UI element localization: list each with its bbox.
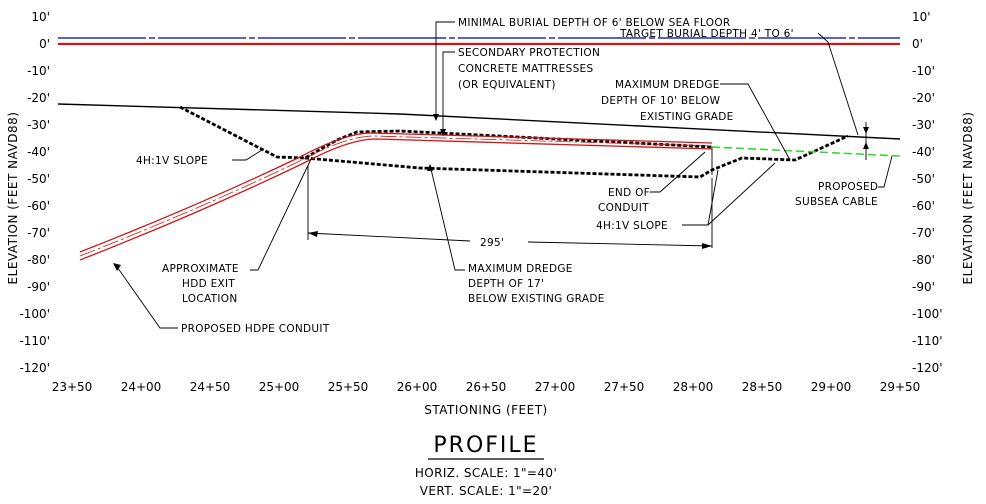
secondary-protection-line-2: CONCRETE MATTRESSES xyxy=(458,63,593,75)
subsea-cable-line-1: PROPOSED xyxy=(818,181,878,193)
y-tick-right: -50' xyxy=(912,172,935,186)
y-tick-left: 0' xyxy=(39,37,50,51)
y-tick-right: -70' xyxy=(912,226,935,240)
x-tick: 27+50 xyxy=(604,380,645,394)
max-dredge-10-line-3: EXISTING GRADE xyxy=(640,111,734,123)
y-tick-left: 10' xyxy=(31,10,50,24)
end-of-conduit-line-2: CONDUIT xyxy=(598,202,649,214)
y-tick-left: -90' xyxy=(27,280,50,294)
x-tick: 25+00 xyxy=(259,380,300,394)
y-tick-right: -120' xyxy=(912,361,943,375)
y-tick-left: -80' xyxy=(27,253,50,267)
max-dredge-17-line-2: DEPTH OF 17' xyxy=(468,278,544,290)
x-tick: 29+00 xyxy=(811,380,852,394)
x-tick: 23+50 xyxy=(52,380,93,394)
profile-title: PROFILE xyxy=(433,433,538,458)
hdd-exit-line-2: HDD EXIT xyxy=(182,278,235,290)
y-tick-right: 10' xyxy=(912,10,931,24)
y-axis-title-left: ELEVATION (FEET NAVD88) xyxy=(6,112,20,285)
annotation-slope-left: 4H:1V SLOPE xyxy=(136,149,263,167)
y-tick-left: -50' xyxy=(27,172,50,186)
y-tick-labels-right: 10' 0' -10' -20' -30' -40' -50' -60' -70… xyxy=(912,10,943,375)
annotation-secondary-protection: SECONDARY PROTECTION CONCRETE MATTRESSES… xyxy=(440,47,600,136)
y-tick-right: -20' xyxy=(912,91,935,105)
secondary-protection-line-3: (OR EQUIVALENT) xyxy=(458,79,556,91)
y-tick-right: -100' xyxy=(912,307,943,321)
annotation-proposed-hdpe: PROPOSED HDPE CONDUIT xyxy=(113,263,330,335)
max-dredge-17-line-3: BELOW EXISTING GRADE xyxy=(468,293,605,305)
dimension-295-label: 295' xyxy=(480,237,504,249)
y-tick-right: -110' xyxy=(912,334,943,348)
x-tick: 26+50 xyxy=(466,380,507,394)
hdpe-conduit-upper xyxy=(79,132,713,253)
hdpe-conduit-centerline xyxy=(79,135,713,257)
target-burial-label: TARGET BURIAL DEPTH 4' TO 6' xyxy=(619,28,794,40)
max-dredge-10-line-2: DEPTH OF 10' BELOW xyxy=(601,95,721,107)
max-dredge-10-line-1: MAXIMUM DREDGE xyxy=(615,79,720,91)
y-tick-left: -10' xyxy=(27,64,50,78)
annotation-target-burial: TARGET BURIAL DEPTH 4' TO 6' xyxy=(619,28,869,160)
slope-right-label: 4H:1V SLOPE xyxy=(596,220,668,232)
x-tick: 28+50 xyxy=(742,380,783,394)
annotation-max-dredge-17: MAXIMUM DREDGE DEPTH OF 17' BELOW EXISTI… xyxy=(427,164,605,305)
y-tick-left: -120' xyxy=(19,361,50,375)
y-tick-left: -30' xyxy=(27,118,50,132)
y-tick-right: -10' xyxy=(912,64,935,78)
proposed-subsea-cable-line xyxy=(711,146,901,157)
minimal-burial-label: MINIMAL BURIAL DEPTH OF 6' BELOW SEA FLO… xyxy=(458,17,731,29)
proposed-hdpe-label: PROPOSED HDPE CONDUIT xyxy=(181,323,330,335)
annotation-hdd-exit: APPROXIMATE HDD EXIT LOCATION xyxy=(162,156,313,305)
annotation-slope-right: 4H:1V SLOPE xyxy=(596,162,776,232)
slope-left-label: 4H:1V SLOPE xyxy=(136,155,208,167)
hdd-exit-line-3: LOCATION xyxy=(182,293,237,305)
y-tick-left: -20' xyxy=(27,91,50,105)
dredge-prism-top-outline xyxy=(179,105,713,160)
x-tick: 27+00 xyxy=(535,380,576,394)
y-tick-left: -100' xyxy=(19,307,50,321)
end-of-conduit-line-1: END OF xyxy=(608,187,650,199)
y-tick-right: -60' xyxy=(912,199,935,213)
hdd-exit-line-1: APPROXIMATE xyxy=(162,263,239,275)
y-tick-right: 0' xyxy=(912,37,923,51)
y-tick-left: -40' xyxy=(27,145,50,159)
hdpe-conduit-lower xyxy=(79,138,713,261)
max-dredge-17-line-1: MAXIMUM DREDGE xyxy=(468,263,573,275)
y-tick-left: -110' xyxy=(19,334,50,348)
x-tick-labels: 23+50 24+00 24+50 25+00 25+50 26+00 26+5… xyxy=(52,380,921,394)
horizontal-scale: HORIZ. SCALE: 1"=40' xyxy=(415,466,557,480)
y-tick-left: -70' xyxy=(27,226,50,240)
annotation-minimal-burial: MINIMAL BURIAL DEPTH OF 6' BELOW SEA FLO… xyxy=(433,17,731,121)
subsea-cable-line-2: SUBSEA CABLE xyxy=(795,196,878,208)
x-tick: 24+50 xyxy=(190,380,231,394)
y-tick-left: -60' xyxy=(27,199,50,213)
x-tick: 24+00 xyxy=(121,380,162,394)
x-tick: 26+00 xyxy=(397,380,438,394)
y-tick-right: -90' xyxy=(912,280,935,294)
y-tick-right: -40' xyxy=(912,145,935,159)
annotation-proposed-subsea-cable: PROPOSED SUBSEA CABLE xyxy=(795,155,893,208)
vertical-scale: VERT. SCALE: 1"=20' xyxy=(420,484,553,498)
y-axis-title-right: ELEVATION (FEET NAVD88) xyxy=(961,112,975,285)
y-tick-labels-left: 10' 0' -10' -20' -30' -40' -50' -60' -70… xyxy=(19,10,50,375)
x-tick: 28+00 xyxy=(673,380,714,394)
x-tick: 29+50 xyxy=(880,380,921,394)
y-tick-right: -30' xyxy=(912,118,935,132)
dimension-295: 295' xyxy=(307,165,713,249)
annotation-max-dredge-10: MAXIMUM DREDGE DEPTH OF 10' BELOW EXISTI… xyxy=(601,79,791,161)
x-axis-title: STATIONING (FEET) xyxy=(424,403,547,417)
y-tick-right: -80' xyxy=(912,253,935,267)
annotation-end-of-conduit: END OF CONDUIT xyxy=(598,151,706,214)
title-block: PROFILE HORIZ. SCALE: 1"=40' VERT. SCALE… xyxy=(415,433,557,498)
existing-seafloor-line xyxy=(57,103,901,140)
secondary-protection-line-1: SECONDARY PROTECTION xyxy=(458,47,600,59)
x-tick: 25+50 xyxy=(328,380,369,394)
